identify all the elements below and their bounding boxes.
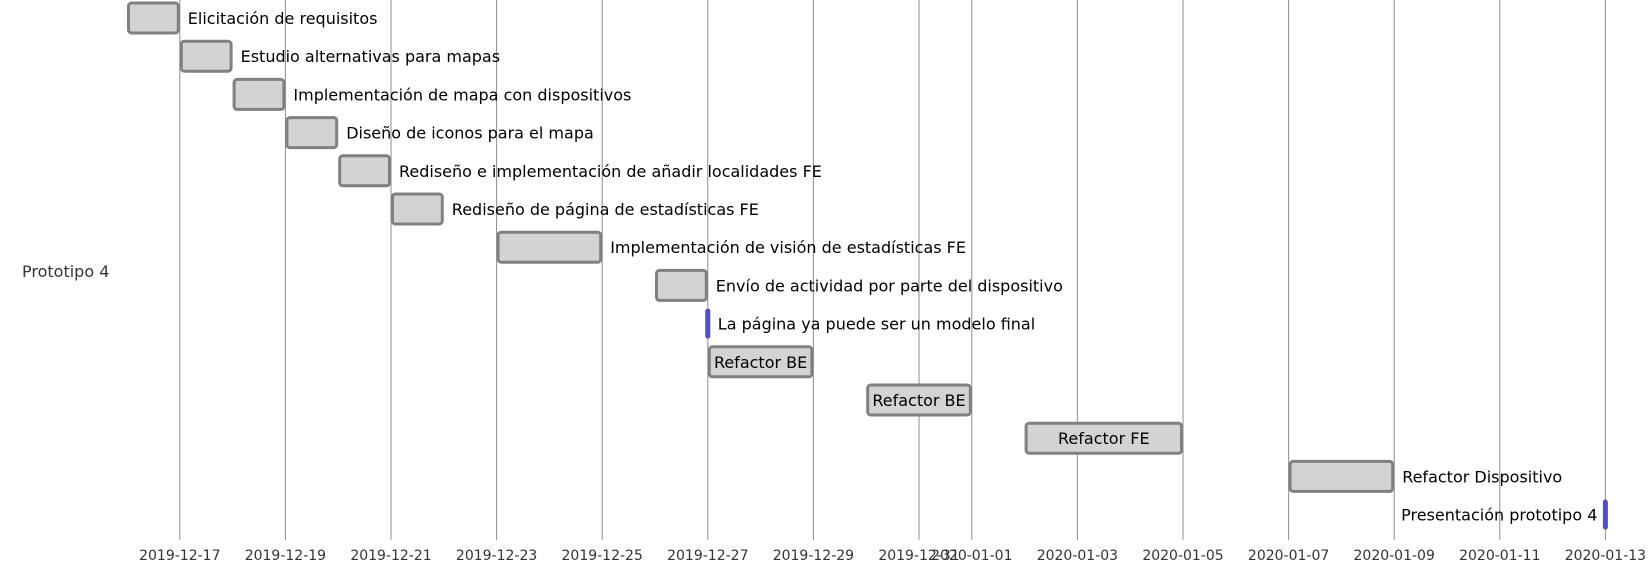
task-bar bbox=[1288, 459, 1395, 493]
x-tick-label: 2020-01-13 bbox=[1565, 548, 1646, 564]
task-label: Elicitación de requisitos bbox=[188, 9, 378, 28]
task-label: Refactor Dispositivo bbox=[1402, 467, 1562, 486]
task-label: Refactor BE bbox=[872, 391, 965, 410]
task-bar bbox=[391, 192, 444, 226]
x-tick-label: 2019-12-27 bbox=[667, 548, 748, 564]
task-bar bbox=[866, 383, 972, 417]
task-label: Diseño de iconos para el mapa bbox=[346, 124, 594, 143]
task-label: Rediseño e implementación de añadir loca… bbox=[399, 162, 822, 181]
x-tick-label: 2020-01-07 bbox=[1248, 548, 1329, 564]
task-label: Estudio alternativas para mapas bbox=[241, 47, 500, 66]
task-bars bbox=[127, 1, 1608, 530]
task-bar bbox=[338, 154, 392, 188]
x-tick-label: 2020-01-11 bbox=[1459, 548, 1540, 564]
task-label: Implementación de mapa con dispositivos bbox=[293, 85, 631, 104]
task-bar bbox=[127, 1, 180, 35]
task-labels: Elicitación de requisitos Estudio alterna… bbox=[188, 9, 1598, 525]
x-tick-label: 2019-12-31 bbox=[878, 548, 959, 564]
task-bar bbox=[285, 116, 339, 150]
x-tick-label: 2019-12-17 bbox=[139, 548, 220, 564]
x-tick-label: 2020-01-09 bbox=[1354, 548, 1435, 564]
x-tick-label: 2019-12-25 bbox=[562, 548, 643, 564]
section-label: Prototipo 4 bbox=[22, 262, 109, 281]
task-label: Refactor BE bbox=[714, 353, 807, 372]
x-tick-label: 2019-12-29 bbox=[773, 548, 854, 564]
task-bar bbox=[179, 39, 233, 73]
task-bar bbox=[1024, 421, 1183, 455]
x-tick-label: 2019-12-23 bbox=[456, 548, 537, 564]
task-bar bbox=[496, 230, 603, 264]
x-tick-label: 2020-01-03 bbox=[1037, 548, 1118, 564]
milestone-marker bbox=[705, 308, 711, 339]
x-tick-label: 2020-01-01 bbox=[931, 548, 1012, 564]
task-label: Envío de actividad por parte del disposi… bbox=[716, 276, 1063, 295]
milestone-marker bbox=[1602, 499, 1608, 530]
x-tick-label: 2019-12-19 bbox=[245, 548, 326, 564]
task-label: Refactor FE bbox=[1058, 429, 1150, 448]
grid-lines bbox=[179, 0, 1606, 540]
task-label: La página ya puede ser un modelo final bbox=[718, 315, 1035, 334]
task-label: Rediseño de página de estadísticas FE bbox=[452, 200, 759, 219]
x-tick-label: 2019-12-21 bbox=[350, 548, 431, 564]
x-axis: 2019-12-17 2019-12-19 2019-12-21 2019-12-23… bbox=[139, 548, 1646, 564]
task-label: Implementación de visión de estadísticas… bbox=[610, 238, 966, 257]
x-tick-label: 2020-01-05 bbox=[1142, 548, 1223, 564]
task-bar bbox=[655, 268, 708, 302]
task-bar bbox=[232, 77, 286, 111]
task-bar bbox=[707, 345, 814, 379]
task-label: Presentación prototipo 4 bbox=[1401, 506, 1597, 525]
